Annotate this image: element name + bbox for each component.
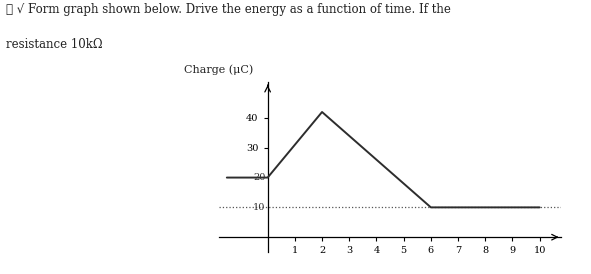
Text: 20: 20 [253,173,265,182]
Text: resistance 10kΩ: resistance 10kΩ [6,38,102,51]
Text: ∴ √ Form graph shown below. Drive the energy as a function of time. If the: ∴ √ Form graph shown below. Drive the en… [6,3,451,16]
Text: 10: 10 [253,203,265,212]
Text: Charge (μC): Charge (μC) [184,65,254,75]
